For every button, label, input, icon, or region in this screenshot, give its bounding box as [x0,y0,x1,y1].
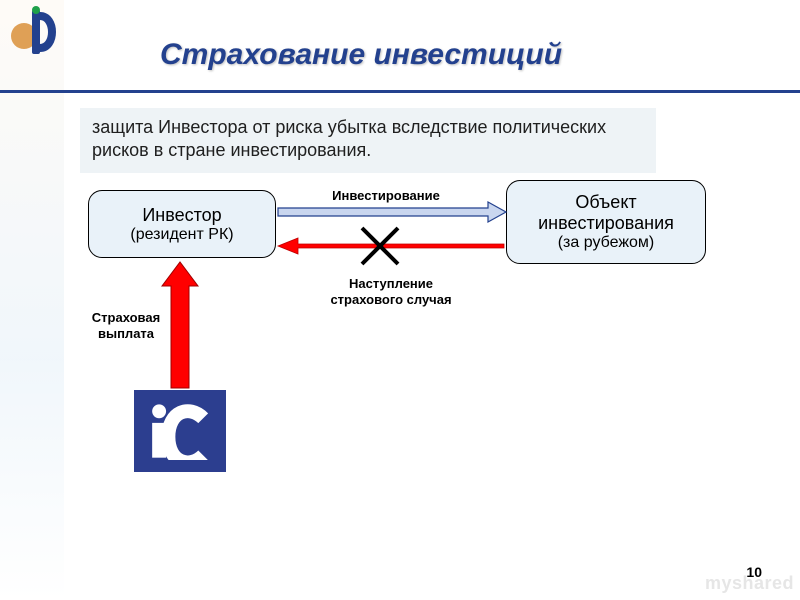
corner-logo-icon [10,6,58,58]
watermark: myshared [705,573,794,594]
arrow-payout [162,262,198,388]
slide-title: Страхование инвестиций [160,38,562,72]
label-payout: Страховая выплата [86,310,166,341]
arrow-investing [278,202,506,222]
ic-logo-icon [145,402,215,460]
title-divider [0,90,800,93]
node-object: Объект инвестирования (за рубежом) [506,180,706,264]
node-investor: Инвестор (резидент РК) [88,190,276,258]
node-investor-label-sub: (резидент РК) [89,226,275,244]
node-object-label-main: Объект [507,192,705,213]
label-investing: Инвестирование [316,188,456,204]
label-claim: Наступление страхового случая [316,276,466,307]
slide-subtitle: защита Инвестора от риска убытка вследст… [80,108,656,173]
node-object-label-sub: (за рубежом) [507,234,705,252]
arrow-claim [278,228,504,264]
node-ic-logo [134,390,226,472]
node-object-label-mid: инвестирования [507,213,705,234]
node-investor-label-main: Инвестор [89,205,275,226]
